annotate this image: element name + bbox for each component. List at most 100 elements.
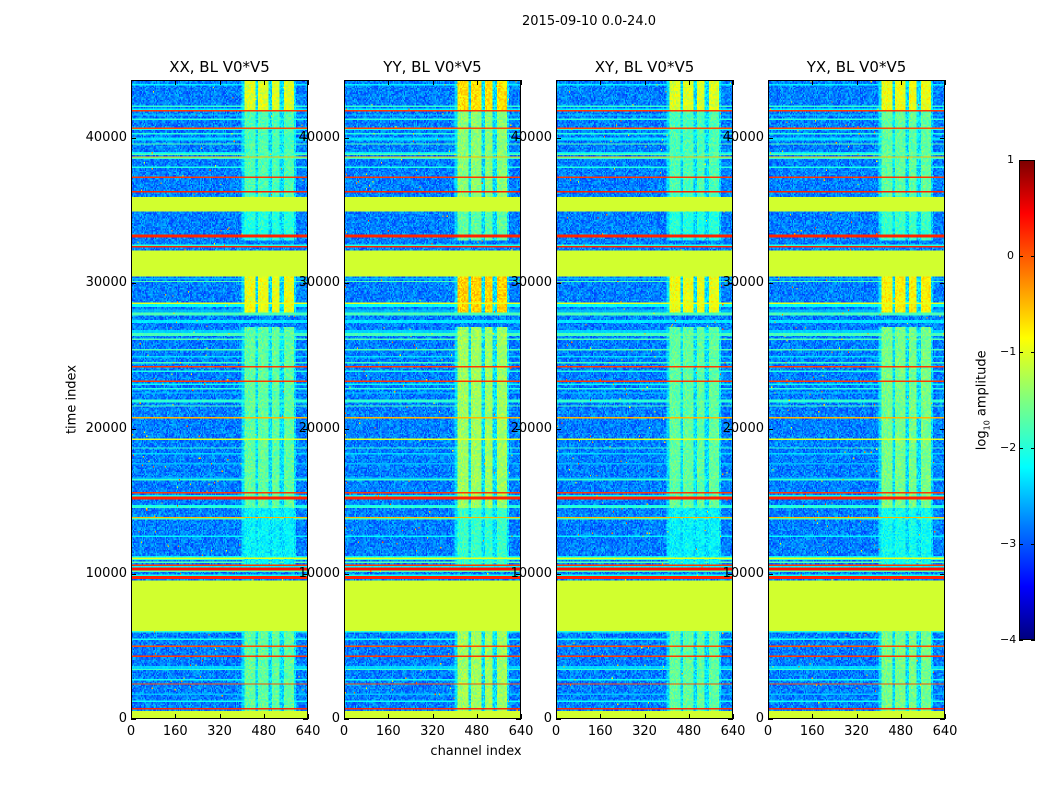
x-tick <box>308 80 309 85</box>
y-tick <box>303 283 308 285</box>
x-tick <box>388 714 390 719</box>
y-tick <box>516 138 521 140</box>
x-tick <box>175 714 177 719</box>
y-tick-label: 10000 <box>85 565 127 581</box>
x-tick <box>768 80 769 85</box>
colorbar-label-sub: 10 <box>982 420 992 431</box>
x-tick <box>131 714 132 719</box>
x-tick-label: 640 <box>295 724 321 739</box>
heatmap-panel <box>131 80 308 719</box>
y-tick <box>768 283 773 285</box>
x-tick <box>432 80 434 85</box>
colorbar-tick <box>1019 352 1023 353</box>
x-tick-label: 160 <box>799 724 825 739</box>
heatmap-image <box>132 81 307 718</box>
y-tick <box>303 138 308 140</box>
colorbar-tick <box>1031 448 1035 449</box>
colorbar-tick-label: −3 <box>1000 537 1017 550</box>
y-tick <box>556 428 561 430</box>
x-tick <box>344 80 345 85</box>
x-tick <box>733 714 734 719</box>
y-tick <box>940 283 945 285</box>
y-tick <box>303 719 308 720</box>
x-tick <box>388 80 390 85</box>
panel-title: XY, BL V0*V5 <box>594 58 695 76</box>
y-tick-label: 40000 <box>510 130 552 146</box>
colorbar-tick <box>1031 256 1035 257</box>
y-tick <box>516 719 521 720</box>
x-tick <box>644 80 646 85</box>
x-tick-label: 320 <box>420 724 445 739</box>
panel-title: XX, BL V0*V5 <box>169 58 270 76</box>
x-tick <box>175 80 177 85</box>
y-tick <box>344 428 349 430</box>
y-tick-label: 10000 <box>510 565 552 581</box>
y-tick <box>728 138 733 140</box>
y-tick <box>131 719 136 720</box>
colorbar-tick <box>1019 544 1023 545</box>
x-tick-label: 640 <box>720 724 746 739</box>
y-tick <box>344 719 349 720</box>
x-tick-label: 160 <box>162 724 188 739</box>
colorbar-label: log10 amplitude <box>975 335 992 465</box>
y-tick-label: 30000 <box>298 275 340 291</box>
x-tick-label: 160 <box>375 724 401 739</box>
x-tick <box>263 80 265 85</box>
x-tick <box>945 714 946 719</box>
y-tick-label: 20000 <box>85 420 127 436</box>
colorbar-label-main: log <box>974 430 990 451</box>
y-tick <box>556 283 561 285</box>
x-tick-label: 320 <box>844 724 869 739</box>
y-tick <box>344 573 349 575</box>
y-tick-label: 0 <box>755 711 764 726</box>
y-tick <box>768 138 773 140</box>
y-tick <box>556 138 561 140</box>
x-tick <box>856 714 858 719</box>
heatmap-panel <box>344 80 521 719</box>
x-tick <box>900 714 902 719</box>
colorbar-tick <box>1019 640 1023 641</box>
x-tick-label: 480 <box>888 724 914 739</box>
x-tick-label: 640 <box>508 724 534 739</box>
y-tick <box>131 428 136 430</box>
colorbar-tick <box>1019 160 1023 161</box>
x-tick <box>556 714 557 719</box>
y-tick <box>556 719 561 720</box>
y-tick-label: 0 <box>543 711 552 726</box>
y-tick <box>728 573 733 575</box>
x-tick <box>432 714 434 719</box>
y-tick <box>516 573 521 575</box>
x-tick <box>812 80 814 85</box>
heatmap-image <box>769 81 944 718</box>
y-tick <box>728 283 733 285</box>
panel-title: YY, BL V0*V5 <box>383 58 482 76</box>
x-tick-label: 160 <box>587 724 613 739</box>
y-tick <box>768 719 773 720</box>
y-tick-label: 30000 <box>510 275 552 291</box>
x-tick <box>768 714 769 719</box>
x-tick <box>600 714 602 719</box>
y-tick <box>728 719 733 720</box>
y-tick <box>768 573 773 575</box>
heatmap-image <box>557 81 732 718</box>
colorbar <box>1019 160 1035 640</box>
x-tick <box>219 714 221 719</box>
y-tick <box>516 428 521 430</box>
x-tick-label: 480 <box>464 724 490 739</box>
colorbar-tick-label: −1 <box>1000 345 1017 358</box>
x-tick <box>856 80 858 85</box>
y-tick-label: 40000 <box>298 130 340 146</box>
x-tick-label: 0 <box>763 724 773 739</box>
y-tick <box>344 283 349 285</box>
heatmap-panel <box>768 80 945 719</box>
y-tick <box>344 138 349 140</box>
y-tick-label: 40000 <box>722 130 764 146</box>
colorbar-tick <box>1031 160 1035 161</box>
x-tick <box>900 80 902 85</box>
x-tick-label: 480 <box>676 724 702 739</box>
y-tick-label: 30000 <box>722 275 764 291</box>
y-tick-label: 0 <box>118 711 127 726</box>
y-tick <box>768 428 773 430</box>
y-tick <box>940 719 945 720</box>
colorbar-tick-label: −4 <box>1000 633 1017 646</box>
